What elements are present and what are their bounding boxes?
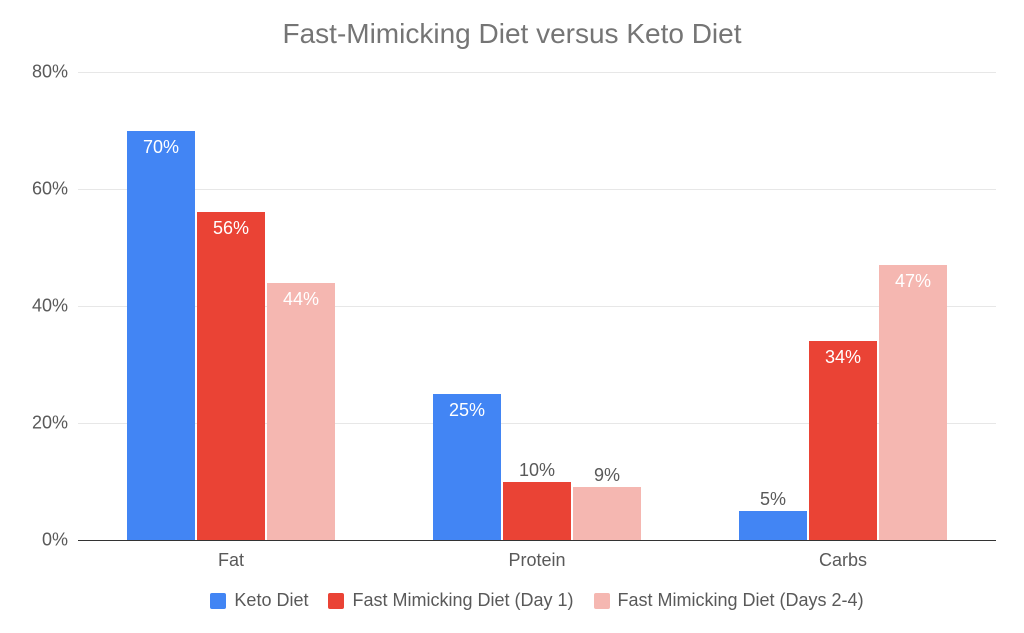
legend-item: Fast Mimicking Diet (Days 2-4) [594,590,864,611]
bar-value-label: 5% [760,489,786,510]
legend-label: Fast Mimicking Diet (Day 1) [352,590,573,611]
bar-value-label: 9% [594,465,620,486]
gridline [78,189,996,190]
plot-area: 0%20%40%60%80%70%56%44%Fat25%10%9%Protei… [78,72,996,540]
x-tick-label: Fat [218,550,244,571]
bar [127,131,195,541]
bar [573,487,641,540]
bar-value-label: 47% [895,271,931,292]
legend-swatch [594,593,610,609]
y-tick-label: 0% [13,530,68,551]
bar-value-label: 34% [825,347,861,368]
chart-legend: Keto Diet Fast Mimicking Diet (Day 1) Fast… [78,590,996,611]
legend-label: Keto Diet [234,590,308,611]
diet-comparison-chart: Fast-Mimicking Diet versus Keto Diet 0% 2… [0,0,1024,633]
legend-item: Keto Diet [210,590,308,611]
x-tick-label: Protein [508,550,565,571]
bar [809,341,877,540]
gridline [78,72,996,73]
bar-value-label: 44% [283,289,319,310]
y-tick-label: 40% [13,296,68,317]
legend-label: Fast Mimicking Diet (Days 2-4) [618,590,864,611]
bar-value-label: 10% [519,460,555,481]
legend-item: Fast Mimicking Diet (Day 1) [328,590,573,611]
bar [503,482,571,541]
legend-swatch [210,593,226,609]
y-tick-label: 60% [13,179,68,200]
bar [739,511,807,540]
bar [879,265,947,540]
y-tick-label: 80% [13,62,68,83]
chart-title: Fast-Mimicking Diet versus Keto Diet [0,18,1024,50]
x-tick-label: Carbs [819,550,867,571]
bar-value-label: 70% [143,137,179,158]
legend-swatch [328,593,344,609]
bar [197,212,265,540]
bar-value-label: 56% [213,218,249,239]
y-tick-label: 20% [13,413,68,434]
x-baseline [78,540,996,541]
bar-value-label: 25% [449,400,485,421]
bar [267,283,335,540]
